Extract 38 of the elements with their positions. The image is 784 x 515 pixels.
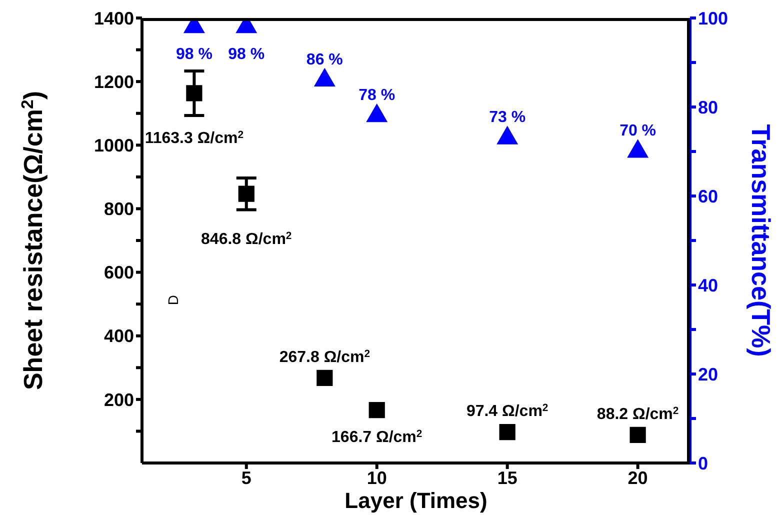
y2-tick-label: 60 <box>698 186 718 206</box>
data-label: 70 % <box>620 122 656 140</box>
point <box>186 85 202 102</box>
y2-tick-label: 80 <box>698 97 718 118</box>
y-tick-label: 1400 <box>94 8 134 28</box>
y-tick-label: 1000 <box>94 136 134 156</box>
y2-tick-label: 0 <box>698 453 708 474</box>
x-axis-title: Layer (Times) <box>344 488 488 513</box>
data-label: 98 % <box>228 46 265 63</box>
y2-tick-label: 100 <box>698 8 728 28</box>
x-tick-label: 20 <box>628 468 648 488</box>
data-label: 1163.3 Ω/cm$^{2}$ <box>144 130 244 148</box>
y2-tick-label: 40 <box>698 275 718 296</box>
y2-axis-title: Transmittance(T%) <box>746 124 776 357</box>
data-label: 97.4 Ω/cm$^{2}$ <box>466 402 548 420</box>
data-label: 88.2 Ω/cm$^{2}$ <box>596 405 679 423</box>
point <box>499 424 516 440</box>
point <box>368 402 385 418</box>
y-tick-label: 800 <box>104 199 134 220</box>
y-tick-label: 600 <box>104 262 134 283</box>
data-label: 86 % <box>306 51 343 68</box>
data-label: 78 % <box>358 86 396 104</box>
point <box>316 370 333 386</box>
y-tick-label: 400 <box>104 326 134 346</box>
point <box>630 426 646 444</box>
point <box>238 186 254 202</box>
data-label: 267.8 Ω/cm$^{2}$ <box>279 348 370 366</box>
x-tick-label: 10 <box>366 468 387 488</box>
x-tick-label: 5 <box>241 468 252 488</box>
data-label: 166.7 Ω/cm$^{2}$ <box>332 428 422 446</box>
y-tick-label: 200 <box>104 390 134 410</box>
annotation: D <box>165 294 181 306</box>
data-label: 98 % <box>176 46 212 63</box>
data-label: 846.8 Ω/cm$^{2}$ <box>201 230 292 248</box>
y2-tick-label: 20 <box>698 364 718 384</box>
data-label: 73 % <box>489 109 526 126</box>
x-tick-label: 15 <box>497 468 518 488</box>
y-tick-label: 1200 <box>94 72 134 92</box>
